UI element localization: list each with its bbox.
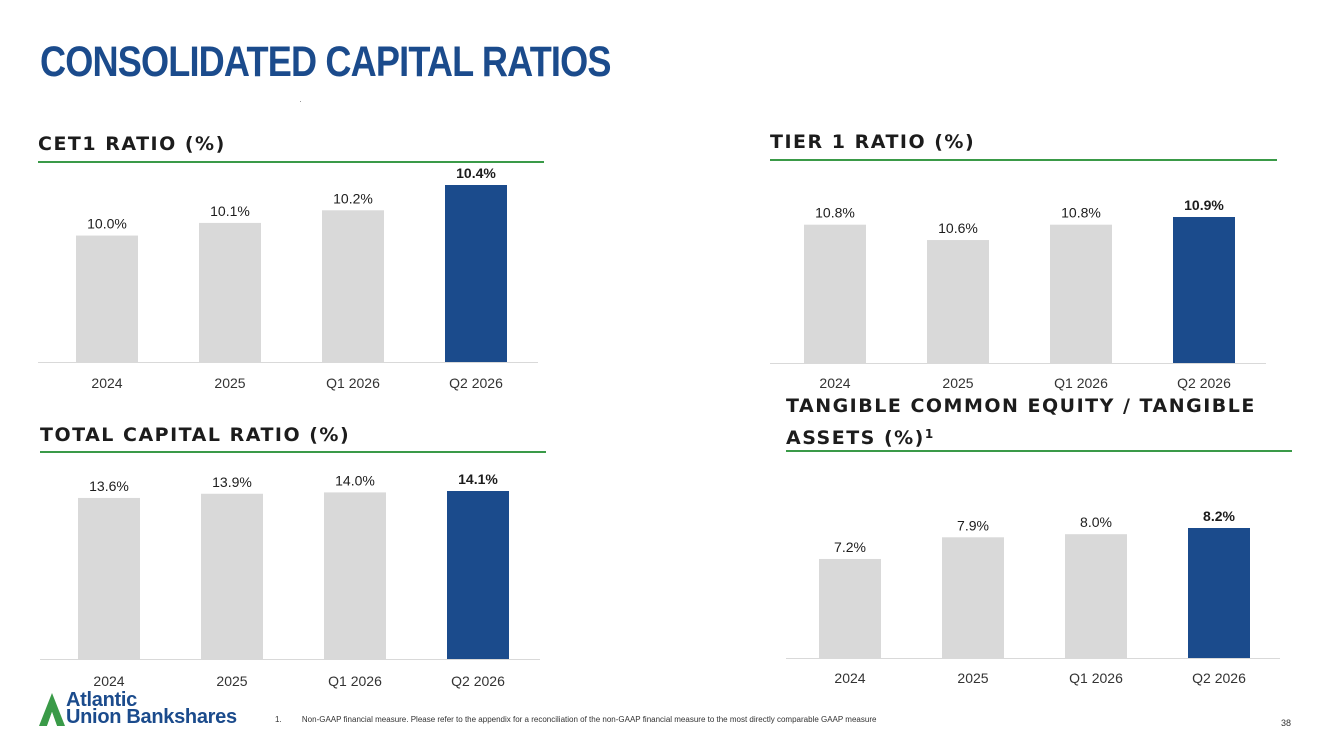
logo-line-2: Union Bankshares — [66, 706, 237, 728]
tier1-chart-bar-2 — [927, 240, 989, 363]
page-title: CONSOLIDATED CAPITAL RATIOS — [40, 38, 611, 86]
total-capital-title: TOTAL CAPITAL RATIO (%) — [40, 424, 351, 446]
tier1-chart: 10.8% 2024 10.6% 2025 10.8% Q1 2026 10.9% Q2 20… — [770, 197, 1266, 391]
stray-dot — [300, 101, 301, 102]
tier1-title: TIER 1 RATIO (%) — [770, 131, 976, 153]
total-capital-rule — [40, 451, 546, 453]
tier1-chart-bar-3 — [1050, 224, 1112, 363]
cet1-chart: 10.0% 2024 10.1% 2025 10.2% Q1 2026 10.4% Q2 20… — [38, 165, 538, 391]
tce-chart-bar-1 — [819, 558, 881, 658]
total-capital-chart-category-label-2: 2025 — [216, 673, 247, 689]
total-capital-chart: 13.6% 2024 13.9% 2025 14.0% Q1 2026 14.1% Q2 20… — [40, 471, 540, 689]
total-capital-chart-category-label-1: 2024 — [93, 673, 124, 689]
tce-chart-category-label-1: 2024 — [834, 670, 865, 686]
tier1-chart-bar-1 — [804, 224, 866, 363]
tce-chart-value-label-1: 7.2% — [834, 539, 866, 555]
tier1-chart-value-label-2: 10.6% — [938, 220, 978, 236]
tier1-panel: TIER 1 RATIO (%) 10.8% 2024 10.6% 2025 10.8%… — [770, 128, 1300, 398]
tce-chart-category-label-4: Q2 2026 — [1192, 670, 1246, 686]
tce-title-line-1: TANGIBLE COMMON EQUITY / TANGIBLE — [786, 395, 1256, 417]
total-capital-chart-value-label-1: 13.6% — [89, 478, 129, 494]
tce-chart-category-label-2: 2025 — [957, 670, 988, 686]
total-capital-chart-bar-1 — [78, 497, 140, 659]
total-capital-chart-bar-2 — [201, 493, 263, 659]
tier1-chart-bar-4 — [1173, 217, 1235, 363]
tce-chart: 7.2% 2024 7.9% 2025 8.0% Q1 2026 8.2% Q2 2026 — [786, 508, 1280, 686]
tce-chart-bar-2 — [942, 537, 1004, 658]
cet1-chart-value-label-4: 10.4% — [456, 165, 496, 181]
total-capital-chart-value-label-2: 13.9% — [212, 474, 252, 490]
total-capital-chart-category-label-3: Q1 2026 — [328, 673, 382, 689]
cet1-chart-value-label-1: 10.0% — [87, 216, 127, 232]
tce-chart-category-label-3: Q1 2026 — [1069, 670, 1123, 686]
footnote: 1. Non-GAAP financial measure. Please re… — [275, 715, 876, 724]
logo-wordmark: Atlantic Union Bankshares — [66, 689, 237, 728]
cet1-chart-bar-2 — [199, 222, 261, 362]
tier1-chart-value-label-3: 10.8% — [1061, 205, 1101, 221]
tce-footnote-mark: 1 — [924, 427, 934, 441]
tce-title: TANGIBLE COMMON EQUITY / TANGIBLE ASSETS… — [786, 392, 1256, 452]
tier1-chart-category-label-1: 2024 — [819, 375, 850, 391]
tier1-chart-category-label-4: Q2 2026 — [1177, 375, 1231, 391]
footnote-text: Non-GAAP financial measure. Please refer… — [301, 715, 877, 724]
total-capital-chart-bar-4 — [447, 491, 509, 659]
cet1-rule — [38, 161, 544, 163]
tce-title-line-2: ASSETS (%) — [786, 427, 925, 449]
logo-line-1: Atlantic — [66, 689, 137, 711]
tier1-chart-category-label-2: 2025 — [942, 375, 973, 391]
tce-chart-bar-3 — [1065, 534, 1127, 658]
total-capital-chart-value-label-4: 14.1% — [458, 471, 498, 487]
cet1-chart-category-label-4: Q2 2026 — [449, 375, 503, 391]
tce-panel: TANGIBLE COMMON EQUITY / TANGIBLE ASSETS… — [786, 392, 1296, 697]
atlantic-union-logo: Atlantic Union Bankshares — [38, 689, 258, 730]
total-capital-chart-bar-3 — [324, 492, 386, 659]
cet1-chart-category-label-2: 2025 — [214, 375, 245, 391]
tce-chart-bar-4 — [1188, 528, 1250, 658]
logo-mark-icon — [39, 693, 65, 726]
cet1-chart-value-label-3: 10.2% — [333, 190, 373, 206]
tce-chart-value-label-3: 8.0% — [1080, 514, 1112, 530]
cet1-title: CET1 RATIO (%) — [38, 133, 226, 155]
cet1-chart-category-label-3: Q1 2026 — [326, 375, 380, 391]
total-capital-chart-value-label-3: 14.0% — [335, 472, 375, 488]
tier1-chart-value-label-1: 10.8% — [815, 205, 855, 221]
cet1-chart-bar-1 — [76, 235, 138, 362]
cet1-chart-bar-3 — [322, 210, 384, 362]
tier1-rule — [770, 159, 1277, 161]
cet1-chart-bar-4 — [445, 185, 507, 362]
tce-rule — [786, 450, 1292, 452]
tce-chart-value-label-4: 8.2% — [1203, 508, 1235, 524]
cet1-chart-category-label-1: 2024 — [91, 375, 122, 391]
tce-chart-value-label-2: 7.9% — [957, 517, 989, 533]
page-number: 38 — [1281, 718, 1292, 728]
cet1-panel: CET1 RATIO (%) 10.0% 2024 10.1% 2025 10.2% Q1… — [38, 130, 548, 400]
total-capital-panel: TOTAL CAPITAL RATIO (%) 13.6% 2024 13.9% 20… — [40, 421, 550, 696]
tier1-chart-value-label-4: 10.9% — [1184, 197, 1224, 213]
cet1-chart-value-label-2: 10.1% — [210, 203, 250, 219]
tier1-chart-category-label-3: Q1 2026 — [1054, 375, 1108, 391]
total-capital-chart-category-label-4: Q2 2026 — [451, 673, 505, 689]
footnote-number: 1. — [275, 715, 282, 724]
